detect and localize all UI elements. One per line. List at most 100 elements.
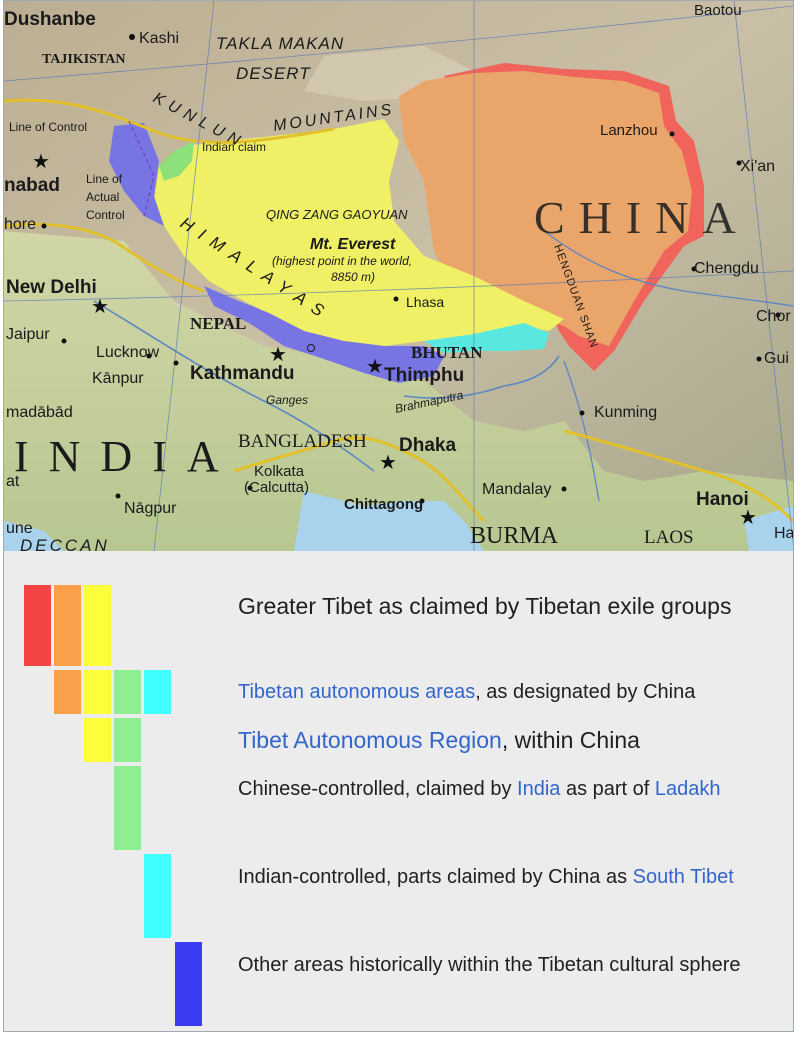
- link-tibetan-autonomous-areas[interactable]: Tibetan autonomous areas: [238, 681, 476, 703]
- label-mt-everest: Mt. Everest: [310, 236, 396, 253]
- label-desert: DESERT: [236, 64, 311, 83]
- label-thimphu: Thimphu: [384, 365, 464, 386]
- brahmaputra-river: [403, 355, 560, 399]
- label-ganges: Ganges: [266, 393, 308, 407]
- yangtze-river: [543, 230, 793, 307]
- city-markers: [41, 34, 781, 504]
- label-dushanbe: Dushanbe: [4, 9, 96, 30]
- lowland-plains: [4, 231, 793, 551]
- region-aksai-chin: [159, 141, 194, 181]
- label-hore: hore: [4, 216, 36, 233]
- legend-item-chinese-controlled: Chinese-controlled, claimed by India as …: [4, 766, 793, 851]
- link-south-tibet[interactable]: South Tibet: [632, 866, 734, 888]
- label-une: une: [6, 520, 33, 537]
- swatch-yellow: [84, 718, 111, 762]
- label-deccan: DECCAN: [20, 536, 110, 551]
- label-gui: Gui: [764, 350, 789, 367]
- bay-of-bengal: [294, 491, 484, 551]
- swatch-blue: [175, 942, 202, 1026]
- map-figure: ★ ★ ★ ★ ★ ★ Dushanbe Kashi TAJIKISTAN TA…: [3, 0, 794, 1032]
- border-west: [4, 222, 205, 293]
- label-chittagong: Chittagong: [344, 496, 423, 513]
- label-bangladesh: BANGLADESH: [238, 431, 367, 452]
- label-tajikistan: TAJIKISTAN: [42, 52, 126, 67]
- legend-label: as part of: [560, 778, 655, 800]
- ganges-river: [93, 300, 375, 472]
- legend-label: Indian-controlled, parts claimed by Chin…: [238, 866, 633, 888]
- gulf-of-tonkin: [744, 506, 793, 551]
- everest-marker: [307, 344, 315, 352]
- label-nabad: nabad: [4, 175, 60, 196]
- legend-item-indian-controlled: Indian-controlled, parts claimed by Chin…: [4, 854, 793, 939]
- legend-label: , within China: [501, 727, 640, 753]
- label-qing-zang: QING ZANG GAOYUAN: [266, 207, 408, 222]
- label-new-delhi: New Delhi: [6, 277, 97, 298]
- swatch-red: [24, 585, 51, 666]
- legend-item-autonomous-areas: Tibetan autonomous areas, as designated …: [4, 670, 793, 715]
- label-kashi: Kashi: [139, 30, 179, 47]
- label-nagpur: Nāgpur: [124, 500, 177, 517]
- map-canvas: ★ ★ ★ ★ ★ ★ Dushanbe Kashi TAJIKISTAN TA…: [4, 1, 793, 551]
- graticule: [4, 1, 793, 551]
- link-tibet-autonomous-region[interactable]: Tibet Autonomous Region: [238, 727, 502, 753]
- svg-text:★: ★: [32, 151, 50, 173]
- salween-river: [563, 360, 600, 502]
- svg-text:★: ★: [366, 356, 384, 378]
- label-mandalay: Mandalay: [482, 481, 551, 498]
- label-dhaka: Dhaka: [399, 435, 456, 456]
- swatch-cyan: [144, 670, 171, 714]
- label-kanpur: Kānpur: [92, 370, 144, 387]
- label-china: CHINA: [534, 192, 750, 243]
- legend-label: Greater Tibet as claimed by Tibetan exil…: [238, 593, 732, 619]
- svg-text:★: ★: [379, 452, 397, 474]
- legend-label: Other areas historically within the Tibe…: [238, 954, 741, 976]
- legend-label: Chinese-controlled, claimed by: [238, 778, 518, 800]
- border-north: [4, 98, 335, 144]
- label-bhutan: BHUTAN: [411, 343, 483, 362]
- swatch-green: [114, 670, 141, 714]
- label-baotou: Baotou: [694, 2, 742, 19]
- arabian-sea: [4, 521, 64, 551]
- swatch-orange: [54, 585, 81, 666]
- svg-text:★: ★: [269, 344, 287, 366]
- border-bangladesh: [233, 436, 486, 523]
- label-burma: BURMA: [470, 523, 559, 549]
- label-at: at: [6, 473, 20, 490]
- legend-label: , as designated by China: [475, 681, 696, 703]
- map-legend: Greater Tibet as claimed by Tibetan exil…: [4, 551, 793, 1031]
- swatch-orange: [54, 670, 81, 714]
- link-ladakh[interactable]: Ladakh: [654, 778, 721, 800]
- label-nepal: NEPAL: [190, 314, 246, 333]
- region-himalayan-belt: [204, 286, 444, 383]
- region-south-tibet: [424, 323, 549, 353]
- label-loac-2: Actual: [86, 190, 119, 204]
- legend-item-tibet-autonomous-region: Tibet Autonomous Region, within China: [4, 718, 793, 763]
- label-ha: Ha: [774, 525, 793, 542]
- label-lanzhou: Lanzhou: [600, 122, 658, 139]
- label-india: INDIA: [14, 432, 239, 481]
- svg-text:★: ★: [91, 296, 109, 318]
- label-madabad: madābād: [6, 404, 73, 421]
- label-xian: Xi'an: [740, 158, 775, 175]
- label-chengdu: Chengdu: [694, 260, 759, 277]
- link-india[interactable]: India: [517, 778, 561, 800]
- label-line-of-control: Line of Control: [9, 120, 87, 134]
- label-kolkata-2: (Calcutta): [244, 479, 309, 496]
- label-jaipur: Jaipur: [6, 326, 50, 343]
- swatch-yellow: [84, 670, 111, 714]
- label-chor: Chor: [756, 308, 791, 325]
- label-kathmandu: Kathmandu: [190, 363, 295, 384]
- label-lucknow: Lucknow: [96, 344, 160, 361]
- region-tibet-autonomous-region: [154, 119, 564, 346]
- legend-item-greater-tibet: Greater Tibet as claimed by Tibetan exil…: [4, 585, 793, 667]
- label-takla-makan: TAKLA MAKAN: [216, 34, 344, 53]
- tibet-map: ★ ★ ★ ★ ★ ★ Dushanbe Kashi TAJIKISTAN TA…: [4, 1, 793, 551]
- label-kolkata-1: Kolkata: [254, 463, 305, 480]
- swatch-yellow: [84, 585, 111, 666]
- region-ladakh: [109, 123, 164, 226]
- svg-text:★: ★: [739, 507, 757, 529]
- label-laos: LAOS: [644, 527, 694, 548]
- label-lhasa: Lhasa: [406, 294, 444, 310]
- label-hanoi: Hanoi: [696, 489, 749, 510]
- label-loac-3: Control: [86, 208, 125, 222]
